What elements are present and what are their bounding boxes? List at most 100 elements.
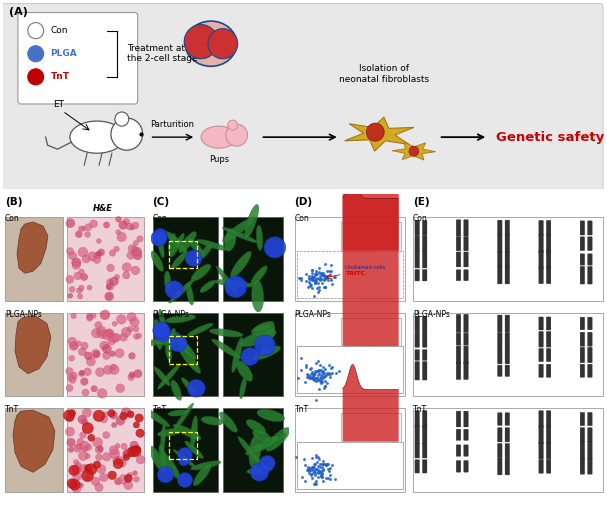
Ellipse shape bbox=[240, 330, 276, 347]
Point bbox=[307, 370, 316, 378]
Ellipse shape bbox=[253, 429, 271, 443]
FancyBboxPatch shape bbox=[505, 458, 509, 475]
Point bbox=[310, 460, 319, 468]
Circle shape bbox=[367, 123, 384, 141]
Text: PLGA-NPs: PLGA-NPs bbox=[294, 310, 331, 319]
Point bbox=[302, 466, 312, 474]
Circle shape bbox=[129, 352, 135, 359]
Point bbox=[313, 462, 323, 470]
Point bbox=[300, 378, 310, 386]
Circle shape bbox=[87, 251, 97, 261]
Point bbox=[304, 372, 313, 380]
FancyBboxPatch shape bbox=[505, 235, 509, 252]
Point bbox=[324, 474, 333, 482]
Point bbox=[327, 363, 336, 371]
FancyBboxPatch shape bbox=[588, 428, 592, 442]
Point bbox=[324, 369, 334, 377]
Point bbox=[311, 477, 320, 485]
Point bbox=[320, 382, 330, 390]
Circle shape bbox=[97, 326, 107, 336]
FancyBboxPatch shape bbox=[498, 220, 502, 236]
Ellipse shape bbox=[231, 251, 251, 278]
Circle shape bbox=[102, 330, 112, 340]
Point bbox=[307, 276, 316, 284]
Circle shape bbox=[111, 118, 143, 150]
Ellipse shape bbox=[159, 309, 166, 334]
Circle shape bbox=[109, 250, 116, 256]
Text: PLGA-NPs: PLGA-NPs bbox=[152, 310, 189, 319]
Circle shape bbox=[78, 285, 84, 291]
Ellipse shape bbox=[173, 403, 194, 431]
Ellipse shape bbox=[259, 434, 286, 449]
Point bbox=[311, 275, 321, 283]
Circle shape bbox=[131, 250, 136, 255]
Circle shape bbox=[80, 432, 86, 438]
Circle shape bbox=[75, 231, 83, 238]
Point bbox=[319, 373, 329, 381]
Point bbox=[306, 373, 316, 381]
Point bbox=[310, 471, 320, 479]
FancyBboxPatch shape bbox=[422, 443, 427, 458]
Text: (E): (E) bbox=[413, 197, 430, 208]
FancyBboxPatch shape bbox=[539, 331, 543, 347]
Ellipse shape bbox=[185, 21, 237, 66]
Point bbox=[307, 474, 317, 482]
Circle shape bbox=[110, 364, 117, 370]
Point bbox=[322, 460, 332, 468]
Point bbox=[316, 468, 325, 476]
FancyBboxPatch shape bbox=[422, 270, 427, 281]
Point bbox=[294, 274, 304, 282]
Point bbox=[325, 373, 334, 381]
Circle shape bbox=[134, 333, 139, 339]
Point bbox=[307, 266, 316, 274]
Bar bbox=[413, 217, 603, 301]
Ellipse shape bbox=[247, 467, 273, 474]
FancyBboxPatch shape bbox=[415, 220, 419, 235]
Point bbox=[322, 369, 331, 377]
Point bbox=[330, 475, 340, 483]
Circle shape bbox=[79, 269, 84, 275]
Ellipse shape bbox=[249, 436, 260, 468]
Point bbox=[317, 368, 327, 376]
FancyBboxPatch shape bbox=[415, 443, 419, 458]
FancyBboxPatch shape bbox=[546, 460, 551, 473]
Point bbox=[293, 374, 302, 382]
Point bbox=[317, 270, 327, 278]
FancyBboxPatch shape bbox=[498, 346, 502, 364]
Circle shape bbox=[208, 29, 238, 59]
Ellipse shape bbox=[168, 233, 176, 254]
Circle shape bbox=[130, 441, 138, 449]
Point bbox=[308, 375, 318, 383]
Point bbox=[316, 377, 326, 385]
Point bbox=[304, 464, 313, 472]
Point bbox=[312, 270, 322, 278]
Circle shape bbox=[86, 357, 95, 366]
Circle shape bbox=[254, 335, 276, 356]
Point bbox=[311, 267, 320, 275]
Ellipse shape bbox=[176, 332, 189, 350]
Point bbox=[311, 452, 321, 461]
Bar bbox=[341, 222, 401, 251]
Bar bbox=[294, 217, 405, 301]
Point bbox=[318, 370, 328, 378]
Ellipse shape bbox=[187, 236, 205, 257]
FancyBboxPatch shape bbox=[580, 428, 585, 442]
Bar bbox=[5, 408, 63, 492]
Circle shape bbox=[134, 251, 142, 260]
Point bbox=[307, 284, 317, 292]
Circle shape bbox=[132, 247, 141, 257]
Ellipse shape bbox=[161, 424, 166, 452]
Text: Pups: Pups bbox=[209, 155, 229, 164]
Point bbox=[308, 266, 317, 274]
Ellipse shape bbox=[171, 380, 181, 400]
Circle shape bbox=[130, 318, 139, 327]
Text: (D): (D) bbox=[294, 197, 313, 208]
Point bbox=[319, 363, 328, 371]
Ellipse shape bbox=[251, 280, 263, 312]
Circle shape bbox=[133, 445, 141, 453]
Ellipse shape bbox=[198, 242, 213, 261]
FancyBboxPatch shape bbox=[546, 250, 551, 269]
Point bbox=[330, 273, 339, 281]
Circle shape bbox=[107, 279, 113, 285]
Circle shape bbox=[72, 465, 82, 474]
